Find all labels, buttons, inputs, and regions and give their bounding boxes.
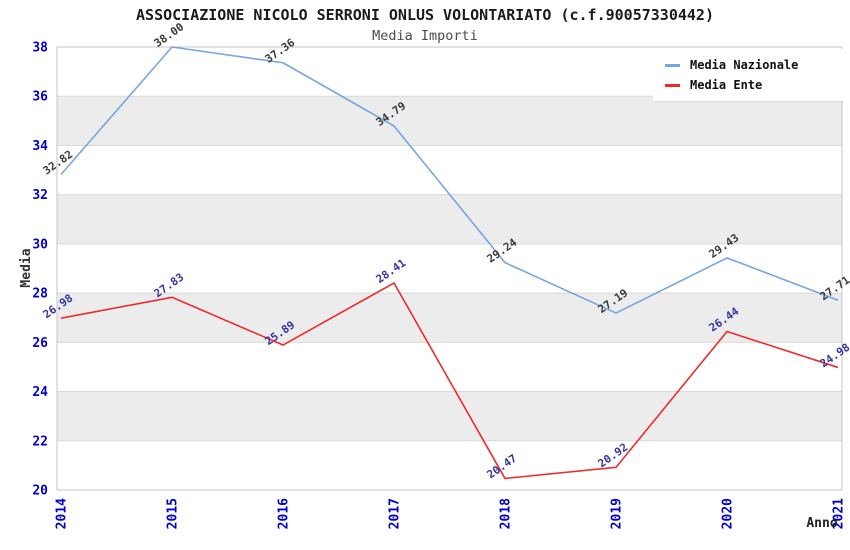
- x-tick-label: 2021: [832, 498, 847, 529]
- grid-band: [57, 194, 842, 244]
- y-tick-label: 36: [32, 90, 48, 105]
- y-tick-label: 20: [32, 484, 48, 499]
- plot-border: [56, 46, 843, 491]
- x-tick-label: 2014: [55, 498, 70, 529]
- legend-item-media-ente: Media Ente: [665, 78, 843, 92]
- point-label: 28.41: [374, 256, 409, 286]
- y-tick-label: 22: [32, 434, 48, 449]
- y-tick-label: 30: [32, 237, 48, 252]
- y-tick-label: 24: [32, 385, 48, 400]
- x-axis-title: Anno: [806, 516, 837, 531]
- x-tick-label: 2018: [499, 498, 514, 529]
- chart-subtitle: Media Importi: [372, 28, 478, 44]
- y-tick-label: 28: [32, 287, 48, 302]
- legend-swatch-blue-line-icon: [665, 63, 680, 67]
- x-tick-label: 2015: [166, 498, 181, 529]
- x-tick-label: 2016: [277, 498, 292, 529]
- legend: Media Nazionale Media Ente: [653, 49, 843, 101]
- legend-label: Media Nazionale: [690, 58, 799, 72]
- x-tick-label: 2017: [388, 498, 403, 529]
- x-tick-label: 2019: [610, 498, 625, 529]
- legend-swatch-red-line-icon: [665, 83, 680, 87]
- y-tick-label: 34: [32, 139, 48, 154]
- grid-band: [57, 391, 842, 441]
- series-line-media-ente: [60, 282, 839, 480]
- y-tick-label: 26: [32, 336, 48, 351]
- grid-band: [57, 96, 842, 146]
- y-axis-title: Media: [19, 248, 34, 287]
- series-line-media-nazionale: [60, 46, 839, 314]
- legend-label: Media Ente: [690, 78, 763, 92]
- y-tick-label: 38: [32, 41, 48, 56]
- y-tick-label: 32: [32, 188, 48, 203]
- grid-band: [57, 293, 842, 343]
- x-tick-label: 2020: [721, 498, 736, 529]
- chart-title: ASSOCIAZIONE NICOLO SERRONI ONLUS VOLONT…: [136, 6, 714, 24]
- legend-item-media-nazionale: Media Nazionale: [665, 58, 843, 72]
